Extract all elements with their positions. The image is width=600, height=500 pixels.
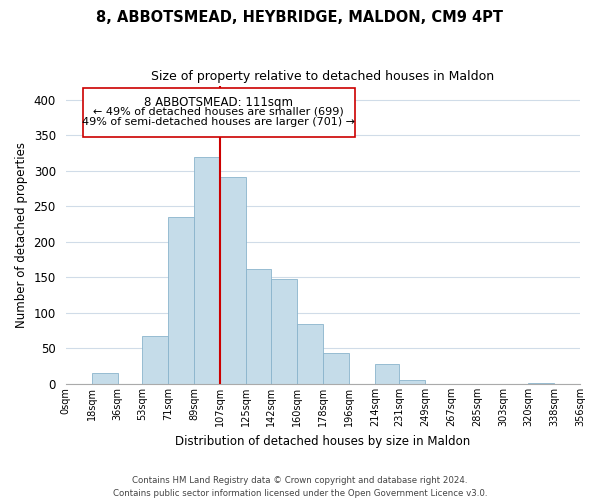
- Text: 8 ABBOTSMEAD: 111sqm: 8 ABBOTSMEAD: 111sqm: [144, 96, 293, 108]
- Bar: [271, 279, 297, 384]
- FancyBboxPatch shape: [83, 88, 355, 136]
- Bar: [528, 382, 554, 384]
- Text: 49% of semi-detached houses are larger (701) →: 49% of semi-detached houses are larger (…: [82, 117, 355, 127]
- Bar: [580, 382, 600, 384]
- Text: ← 49% of detached houses are smaller (699): ← 49% of detached houses are smaller (69…: [94, 107, 344, 117]
- Bar: [246, 269, 271, 384]
- Bar: [194, 156, 220, 384]
- Bar: [92, 374, 118, 384]
- Text: Contains HM Land Registry data © Crown copyright and database right 2024.
Contai: Contains HM Land Registry data © Crown c…: [113, 476, 487, 498]
- Bar: [142, 336, 168, 384]
- Bar: [220, 176, 246, 384]
- Bar: [297, 324, 323, 384]
- Y-axis label: Number of detached properties: Number of detached properties: [15, 142, 28, 328]
- Bar: [323, 352, 349, 384]
- Text: 8, ABBOTSMEAD, HEYBRIDGE, MALDON, CM9 4PT: 8, ABBOTSMEAD, HEYBRIDGE, MALDON, CM9 4P…: [97, 10, 503, 25]
- Bar: [168, 217, 194, 384]
- Title: Size of property relative to detached houses in Maldon: Size of property relative to detached ho…: [151, 70, 494, 83]
- Bar: [400, 380, 425, 384]
- Bar: [375, 364, 400, 384]
- X-axis label: Distribution of detached houses by size in Maldon: Distribution of detached houses by size …: [175, 434, 470, 448]
